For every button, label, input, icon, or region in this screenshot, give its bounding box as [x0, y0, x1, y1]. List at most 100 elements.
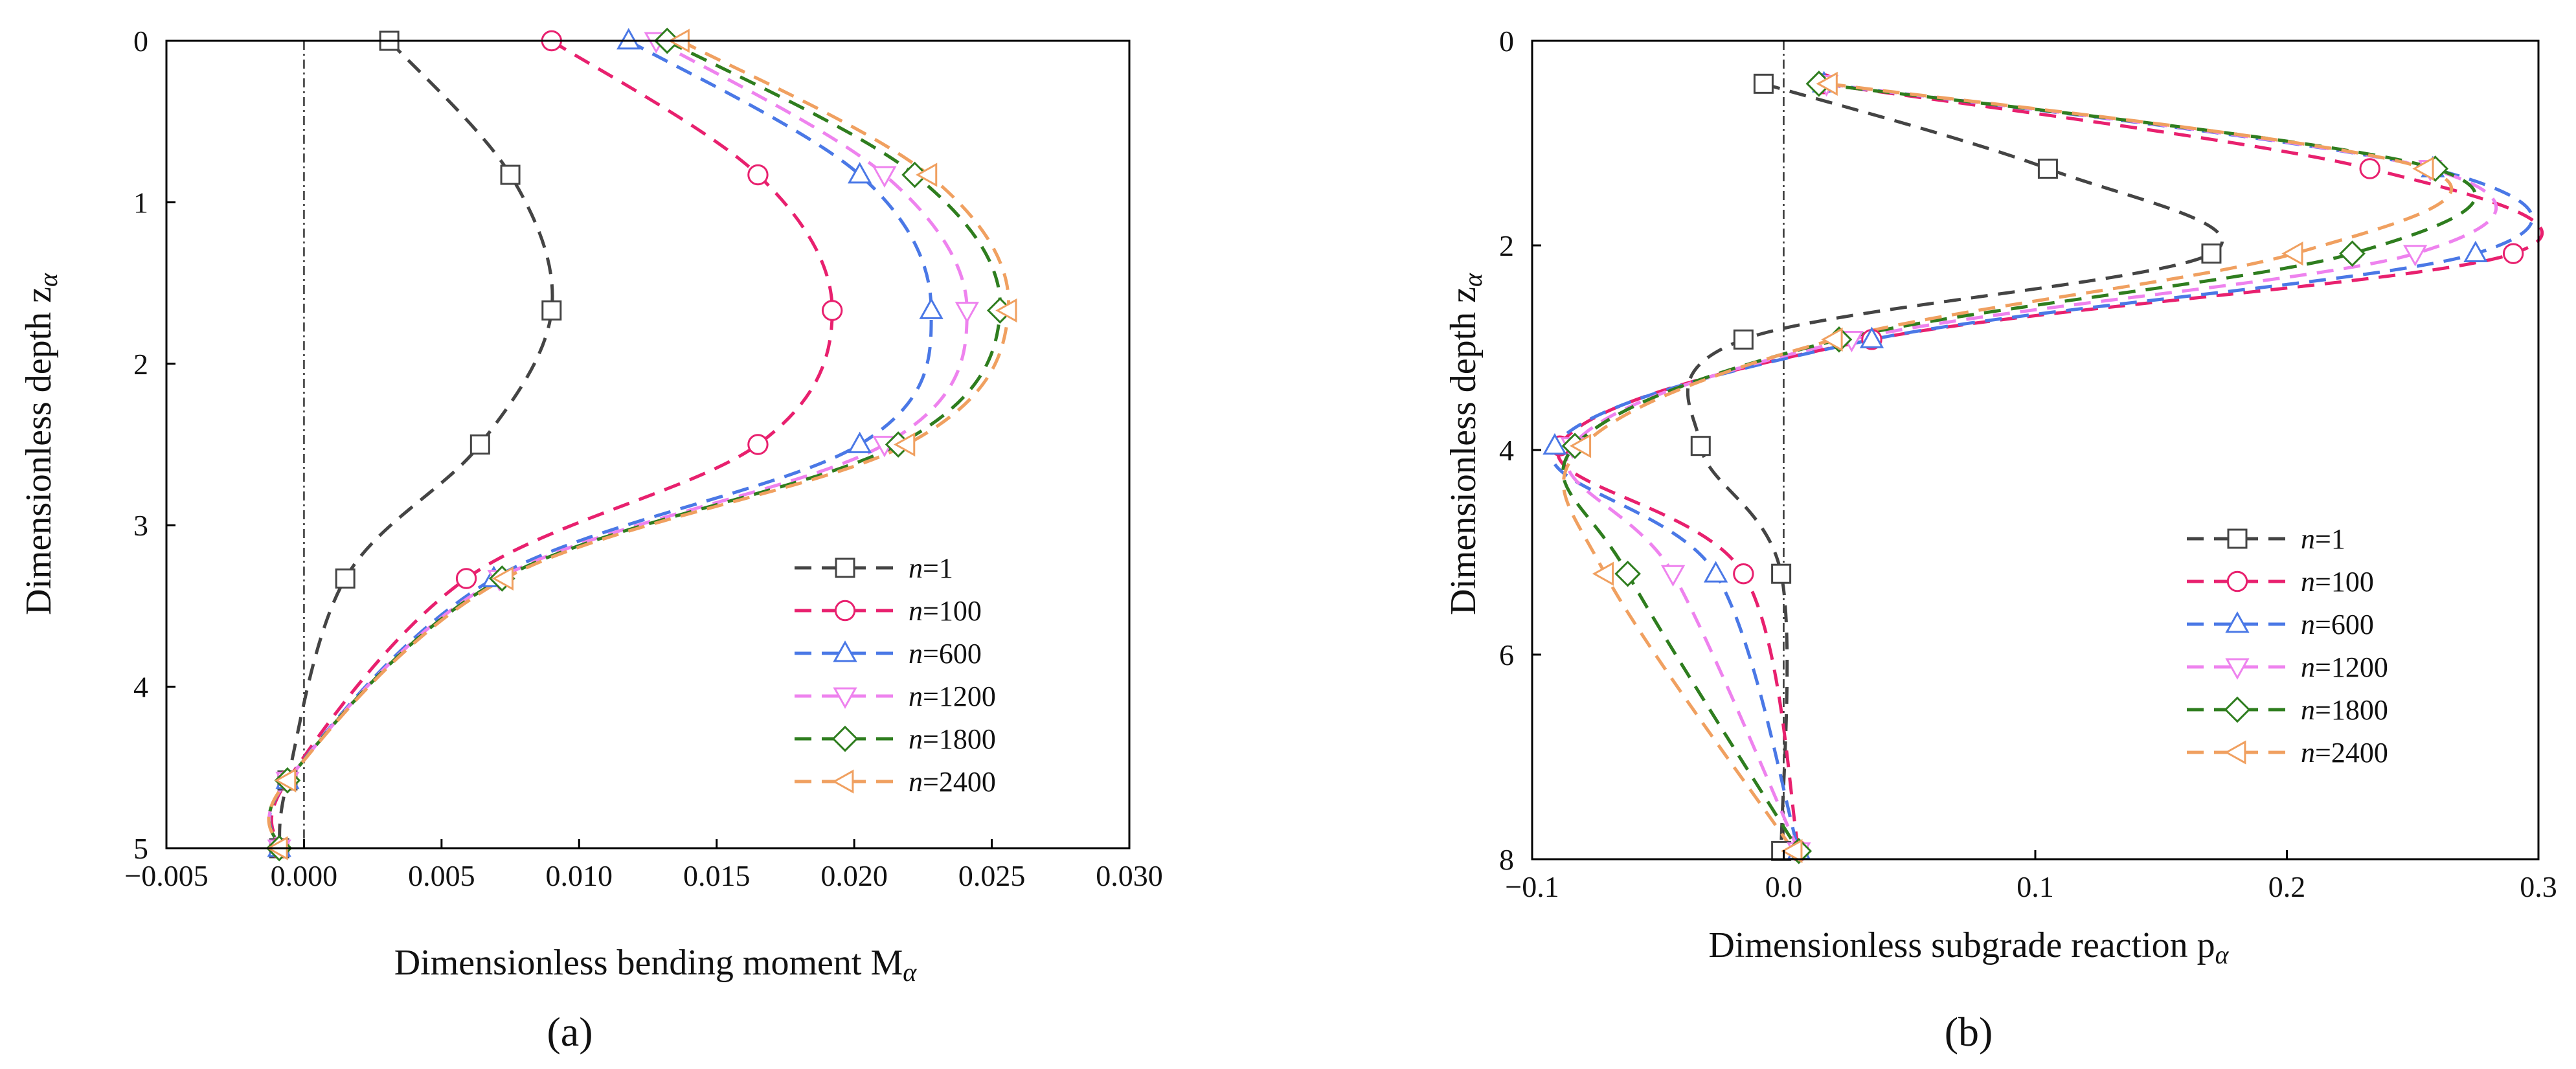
- panel-b-xtick-label: −0.1: [1505, 870, 1559, 903]
- panel-b-series-0-point: [2037, 159, 2058, 179]
- panel-b-legend-label: n=1: [2301, 523, 2345, 555]
- panel-b-ytick-label: 0: [1499, 25, 1514, 58]
- panel-b-ylabel: Dimensionless depth zα: [1443, 273, 1487, 615]
- panel-b-ytick-label: 6: [1499, 638, 1514, 671]
- panel-a-series-2-point: [847, 162, 872, 184]
- panel-b-series-5-point: [1821, 327, 1843, 352]
- panel-b-series-2-point: [1542, 433, 1567, 455]
- panel-a-legend-label: n=1800: [909, 723, 996, 755]
- panel-a-series-2-point: [616, 28, 641, 50]
- panel-a-legend-label: n=1: [909, 552, 953, 584]
- panel-b-legend-marker: [2225, 611, 2250, 633]
- panel-a-legend-marker: [833, 640, 857, 662]
- panel-b-series-0-line: [1686, 82, 2224, 851]
- panel-a-series-1-point: [821, 300, 843, 321]
- panel-a-series-1-point: [455, 568, 477, 589]
- panel-a-series-3-point: [872, 166, 897, 188]
- panel-a-marks: [266, 27, 1017, 862]
- panel-b-series-5-point: [2412, 156, 2434, 181]
- panel-b-series-5-point: [1592, 561, 1614, 586]
- panel-a-ytick-label: 1: [133, 186, 148, 219]
- panel-a-xtick-label: 0.015: [683, 859, 751, 892]
- panel-b-series-3-point: [1660, 565, 1686, 587]
- panel-a-legend: n=1 n=100 n=600 n=1200 n=1800 n=2400: [795, 552, 996, 798]
- panel-b-series-5-point: [1781, 838, 1803, 864]
- panel-b-series-3-point: [2402, 245, 2428, 267]
- panel-b-legend-label: n=1200: [2301, 651, 2388, 683]
- panel-b-xlabel: Dimensionless subgrade reaction pα: [1708, 925, 2229, 969]
- panel-a-series-0-point: [541, 300, 562, 321]
- panel-b-xtick-label: 0.1: [2017, 870, 2054, 903]
- panel-b-marks: [1542, 41, 2544, 864]
- panel-a-xtick-label: 0.005: [408, 859, 475, 892]
- panel-a-series-3-point: [955, 302, 979, 324]
- panel-a-series-2-line: [267, 39, 933, 849]
- panel-a-legend-marker: [834, 600, 856, 622]
- panel-a-xtick-label: 0.010: [546, 859, 613, 892]
- panel-b-xtick-label: 0.2: [2268, 870, 2306, 903]
- panel-a-series-5-point: [995, 298, 1017, 323]
- panel-b-series-5-point: [1816, 71, 1838, 96]
- panel-a-ticks: −0.005 0.000 0.005 0.010 0.015 0.020 0.025 0.03…: [124, 25, 1162, 892]
- panel-b-series-0-point: [2201, 243, 2222, 264]
- panel-b-series-2-point: [1859, 326, 1884, 348]
- panel-a-series-1-point: [747, 434, 769, 455]
- panel-b-legend-marker: [2225, 658, 2250, 680]
- panel-b-series-4-point: [2339, 240, 2366, 267]
- panel-b-ytick-label: 2: [1499, 229, 1514, 262]
- panel-a-legend-marker: [835, 557, 855, 578]
- panel-a-ytick-label: 0: [133, 25, 148, 58]
- panel-a-ytick-label: 3: [133, 509, 148, 542]
- panel-b-ticks: −0.1 0.0 0.1 0.2 0.3 0 2 4 6 8: [1499, 25, 2557, 903]
- panel-b-series-2-point: [1703, 561, 1728, 583]
- panel-b-legend-marker: [2226, 570, 2248, 592]
- panel-b-legend-label: n=600: [2301, 609, 2374, 640]
- panel-a-legend-marker: [832, 769, 854, 794]
- panel-a-xtick-label: 0.025: [958, 859, 1026, 892]
- panel-b-series-0-point: [1771, 563, 1792, 584]
- panel-b-series-0-point: [1753, 73, 1774, 94]
- panel-b-series-2-line: [1550, 82, 2534, 852]
- panel-a-xtick-label: 0.020: [820, 859, 888, 892]
- panel-a-series-2-point: [847, 431, 872, 453]
- panel-a-series-0-point: [500, 164, 521, 185]
- panel-a-series-4-point: [901, 161, 928, 188]
- panel-b-series-2-point: [2463, 240, 2488, 263]
- panel-b-series-4-point: [1614, 560, 1641, 587]
- panel-b: −0.1 0.0 0.1 0.2 0.3 0 2 4 6 8 Dimensionless subg…: [1443, 25, 2557, 1055]
- panel-b-legend-label: n=100: [2301, 566, 2374, 598]
- panel-b-legend-marker: [2224, 696, 2251, 723]
- panel-a-legend-label: n=100: [909, 595, 982, 627]
- panel-a-legend-marker: [831, 725, 859, 752]
- panel-b-legend-marker: [2224, 740, 2246, 765]
- panel-a-frame: [165, 39, 1131, 850]
- panel-b-legend: n=1 n=100 n=600 n=1200 n=1800 n=2400: [2187, 523, 2388, 769]
- panel-b-series-5-point: [1569, 434, 1592, 458]
- panel-b-legend-label: n=2400: [2301, 737, 2388, 769]
- panel-a-ylabel: Dimensionless depth zα: [19, 273, 63, 615]
- panel-b-series-5-point: [2281, 241, 2303, 266]
- panel-b-series-0-point: [1733, 329, 1754, 350]
- panel-a-xtick-label: 0.030: [1096, 859, 1163, 892]
- panel-b-series-0-point: [1690, 436, 1711, 456]
- panel-a-legend-marker: [833, 687, 857, 709]
- panel-a-series-0-point: [469, 434, 490, 455]
- panel-a-ytick-label: 5: [133, 832, 148, 865]
- panel-a-series-5-point: [491, 566, 514, 591]
- panel-a-ytick-label: 2: [133, 348, 148, 381]
- panel-a-series-5-point: [915, 163, 938, 187]
- panel-a-legend-label: n=1200: [909, 681, 996, 712]
- panel-a-legend-label: n=600: [909, 638, 982, 670]
- panel-a-series-1-point: [747, 164, 769, 186]
- panel-b-legend-label: n=1800: [2301, 694, 2388, 726]
- panel-b-label: (b): [1945, 1009, 1993, 1055]
- panel-b-legend-marker: [2227, 528, 2248, 549]
- panel-a-xtick-label: −0.005: [124, 859, 208, 892]
- panel-a-ytick-label: 4: [133, 671, 148, 704]
- panel-a-series-5-point: [275, 768, 297, 793]
- panel-a: −0.005 0.000 0.005 0.010 0.015 0.020 0.025 0.03…: [19, 25, 1163, 1055]
- panel-a-label: (a): [547, 1009, 593, 1055]
- panel-a-series-2-point: [919, 297, 943, 319]
